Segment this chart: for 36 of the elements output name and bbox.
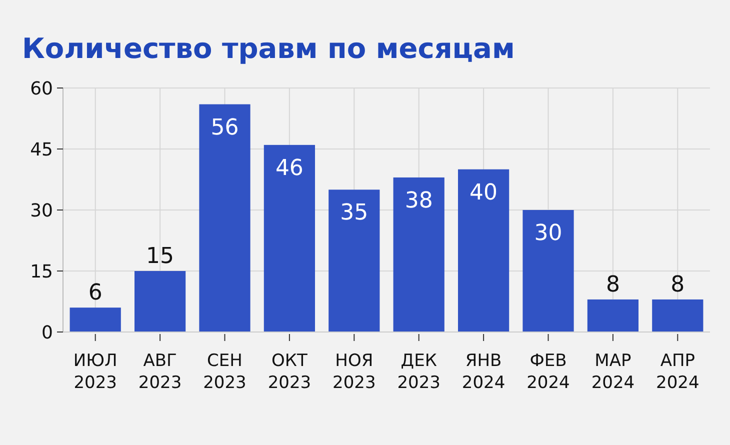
data-label: 46 xyxy=(275,156,304,181)
data-label: 15 xyxy=(146,244,174,269)
data-label: 35 xyxy=(340,200,368,226)
x-tick-label: НОЯ 2023 xyxy=(332,351,376,393)
bar xyxy=(199,104,250,332)
data-label: 6 xyxy=(88,280,102,306)
bar xyxy=(393,177,444,332)
y-tick-label: 30 xyxy=(30,200,53,222)
x-tick-label: АПР 2024 xyxy=(656,351,700,393)
x-tick-label: ФЕВ 2024 xyxy=(526,351,570,393)
bar xyxy=(70,308,121,332)
bar xyxy=(522,210,574,332)
bar xyxy=(652,299,704,332)
x-tick-label: ДЕК 2023 xyxy=(397,351,440,393)
data-label: 56 xyxy=(210,115,239,140)
data-label: 38 xyxy=(404,188,433,214)
data-label: 40 xyxy=(470,180,498,206)
y-tick-label: 45 xyxy=(30,139,53,160)
y-tick-label: 60 xyxy=(30,78,53,100)
x-tick-label: СЕН 2023 xyxy=(203,351,246,393)
bar xyxy=(328,190,380,332)
bar xyxy=(587,299,639,332)
y-tick-label: 15 xyxy=(30,261,53,282)
data-label: 30 xyxy=(534,221,562,246)
data-label: 8 xyxy=(606,272,620,298)
x-tick-label: ОКТ 2023 xyxy=(268,351,312,393)
x-tick-label: ИЮЛ 2023 xyxy=(73,351,118,393)
data-label: 8 xyxy=(670,272,685,298)
x-tick-label: ЯНВ 2024 xyxy=(462,351,506,393)
bar xyxy=(458,169,510,332)
x-tick-label: МАР 2024 xyxy=(591,351,635,393)
y-tick-label: 0 xyxy=(42,322,53,344)
bar xyxy=(134,271,186,332)
chart-title: Количество травм по месяцам xyxy=(22,32,515,65)
bar xyxy=(264,144,316,332)
x-tick-label: АВГ 2023 xyxy=(138,351,182,393)
